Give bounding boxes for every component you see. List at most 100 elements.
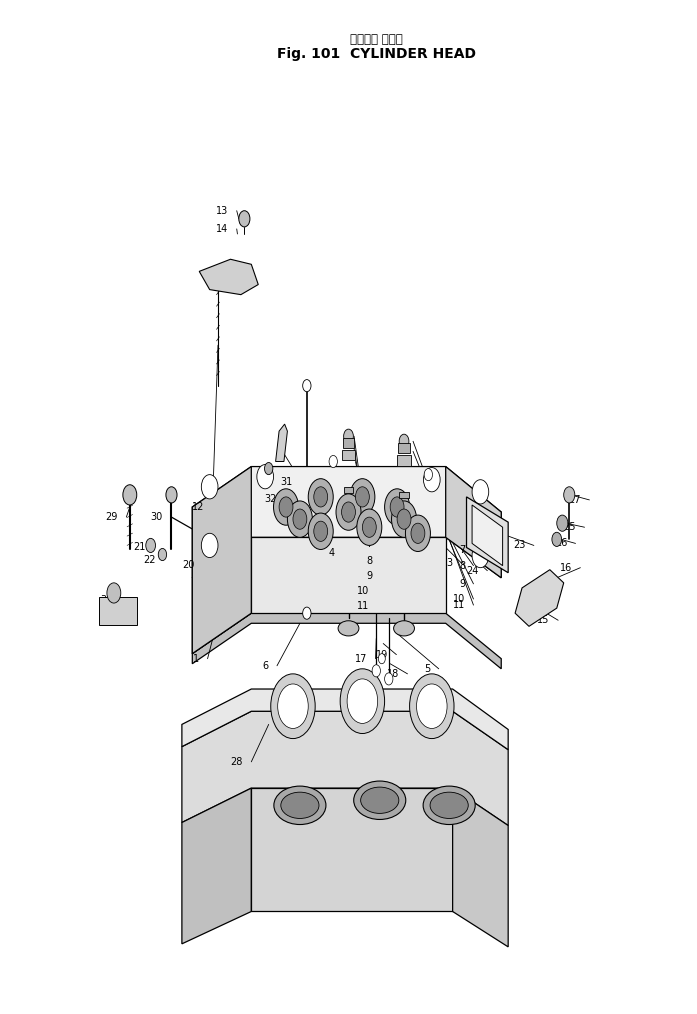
Text: 2: 2	[298, 512, 305, 522]
Circle shape	[314, 521, 328, 541]
Polygon shape	[192, 537, 252, 654]
Text: 13: 13	[216, 206, 229, 216]
Circle shape	[314, 487, 328, 507]
Ellipse shape	[274, 786, 326, 824]
Circle shape	[158, 549, 167, 561]
Bar	[399, 492, 409, 498]
Circle shape	[342, 502, 355, 522]
Circle shape	[308, 513, 333, 550]
Circle shape	[270, 674, 315, 738]
Circle shape	[336, 494, 361, 530]
Text: 31: 31	[281, 477, 293, 487]
Polygon shape	[192, 613, 501, 669]
Text: 8: 8	[459, 561, 465, 571]
Text: 7: 7	[459, 546, 465, 556]
Text: 9: 9	[367, 571, 373, 581]
Circle shape	[424, 467, 440, 492]
Circle shape	[264, 462, 273, 475]
Text: 12: 12	[192, 502, 204, 512]
Text: 3: 3	[447, 558, 452, 568]
Circle shape	[257, 464, 273, 489]
Circle shape	[344, 429, 353, 443]
Circle shape	[372, 665, 381, 677]
Text: 25: 25	[564, 522, 576, 532]
Circle shape	[411, 523, 425, 544]
Text: 11: 11	[357, 601, 369, 611]
Circle shape	[424, 468, 433, 481]
Text: 15: 15	[537, 615, 550, 626]
Circle shape	[552, 532, 562, 547]
Circle shape	[123, 485, 137, 505]
Text: 10: 10	[453, 594, 465, 604]
Polygon shape	[472, 505, 503, 566]
Circle shape	[417, 684, 447, 728]
Circle shape	[397, 509, 411, 529]
Circle shape	[472, 480, 489, 504]
Ellipse shape	[281, 792, 319, 818]
Circle shape	[357, 509, 382, 546]
Ellipse shape	[338, 621, 359, 636]
Text: 28: 28	[231, 756, 243, 767]
Polygon shape	[445, 466, 501, 578]
Text: 22: 22	[143, 555, 155, 565]
Text: 18: 18	[387, 669, 399, 678]
Circle shape	[166, 487, 177, 503]
Circle shape	[472, 544, 489, 568]
Text: 6: 6	[263, 661, 268, 671]
Bar	[343, 438, 354, 448]
Bar	[342, 450, 355, 460]
Text: 27: 27	[569, 495, 581, 505]
Circle shape	[390, 497, 404, 517]
Circle shape	[273, 489, 298, 525]
Circle shape	[287, 501, 312, 537]
Circle shape	[340, 669, 385, 733]
Text: 4: 4	[328, 548, 335, 558]
Bar	[344, 487, 353, 493]
Text: 30: 30	[150, 512, 162, 522]
Circle shape	[406, 515, 431, 552]
Polygon shape	[182, 690, 508, 749]
Text: 21: 21	[133, 542, 146, 553]
Text: 9: 9	[459, 579, 465, 589]
Text: 10: 10	[357, 586, 369, 596]
Text: 29: 29	[106, 512, 118, 522]
Circle shape	[146, 538, 155, 553]
Text: 32: 32	[265, 494, 277, 504]
Circle shape	[355, 487, 369, 507]
Text: シリンダ ヘッド: シリンダ ヘッド	[350, 33, 403, 47]
Polygon shape	[275, 424, 287, 461]
Ellipse shape	[430, 792, 468, 818]
Circle shape	[399, 434, 409, 448]
Polygon shape	[192, 466, 501, 578]
Polygon shape	[466, 497, 508, 573]
Polygon shape	[199, 260, 259, 295]
Circle shape	[308, 479, 333, 515]
Text: 20: 20	[182, 560, 194, 570]
Text: 8: 8	[367, 556, 373, 566]
Polygon shape	[515, 570, 564, 627]
Text: 16: 16	[560, 563, 572, 573]
Text: 5: 5	[424, 664, 431, 673]
Text: Fig. 101  CYLINDER HEAD: Fig. 101 CYLINDER HEAD	[277, 47, 476, 61]
Circle shape	[293, 509, 307, 529]
Ellipse shape	[360, 787, 399, 813]
Circle shape	[201, 533, 218, 558]
Circle shape	[302, 607, 311, 620]
Text: 34: 34	[100, 595, 112, 605]
Polygon shape	[192, 466, 252, 654]
Circle shape	[302, 379, 311, 391]
Circle shape	[329, 455, 337, 467]
Text: 23: 23	[513, 540, 526, 551]
Polygon shape	[252, 537, 445, 613]
Bar	[98, 597, 137, 626]
Text: 1: 1	[193, 654, 199, 664]
Text: 19: 19	[376, 650, 388, 660]
Circle shape	[107, 583, 121, 603]
Polygon shape	[182, 788, 252, 944]
Circle shape	[564, 487, 575, 503]
Text: 33: 33	[100, 611, 112, 622]
Circle shape	[347, 679, 378, 723]
Circle shape	[410, 674, 454, 738]
Circle shape	[277, 684, 308, 728]
Text: 11: 11	[453, 600, 465, 610]
